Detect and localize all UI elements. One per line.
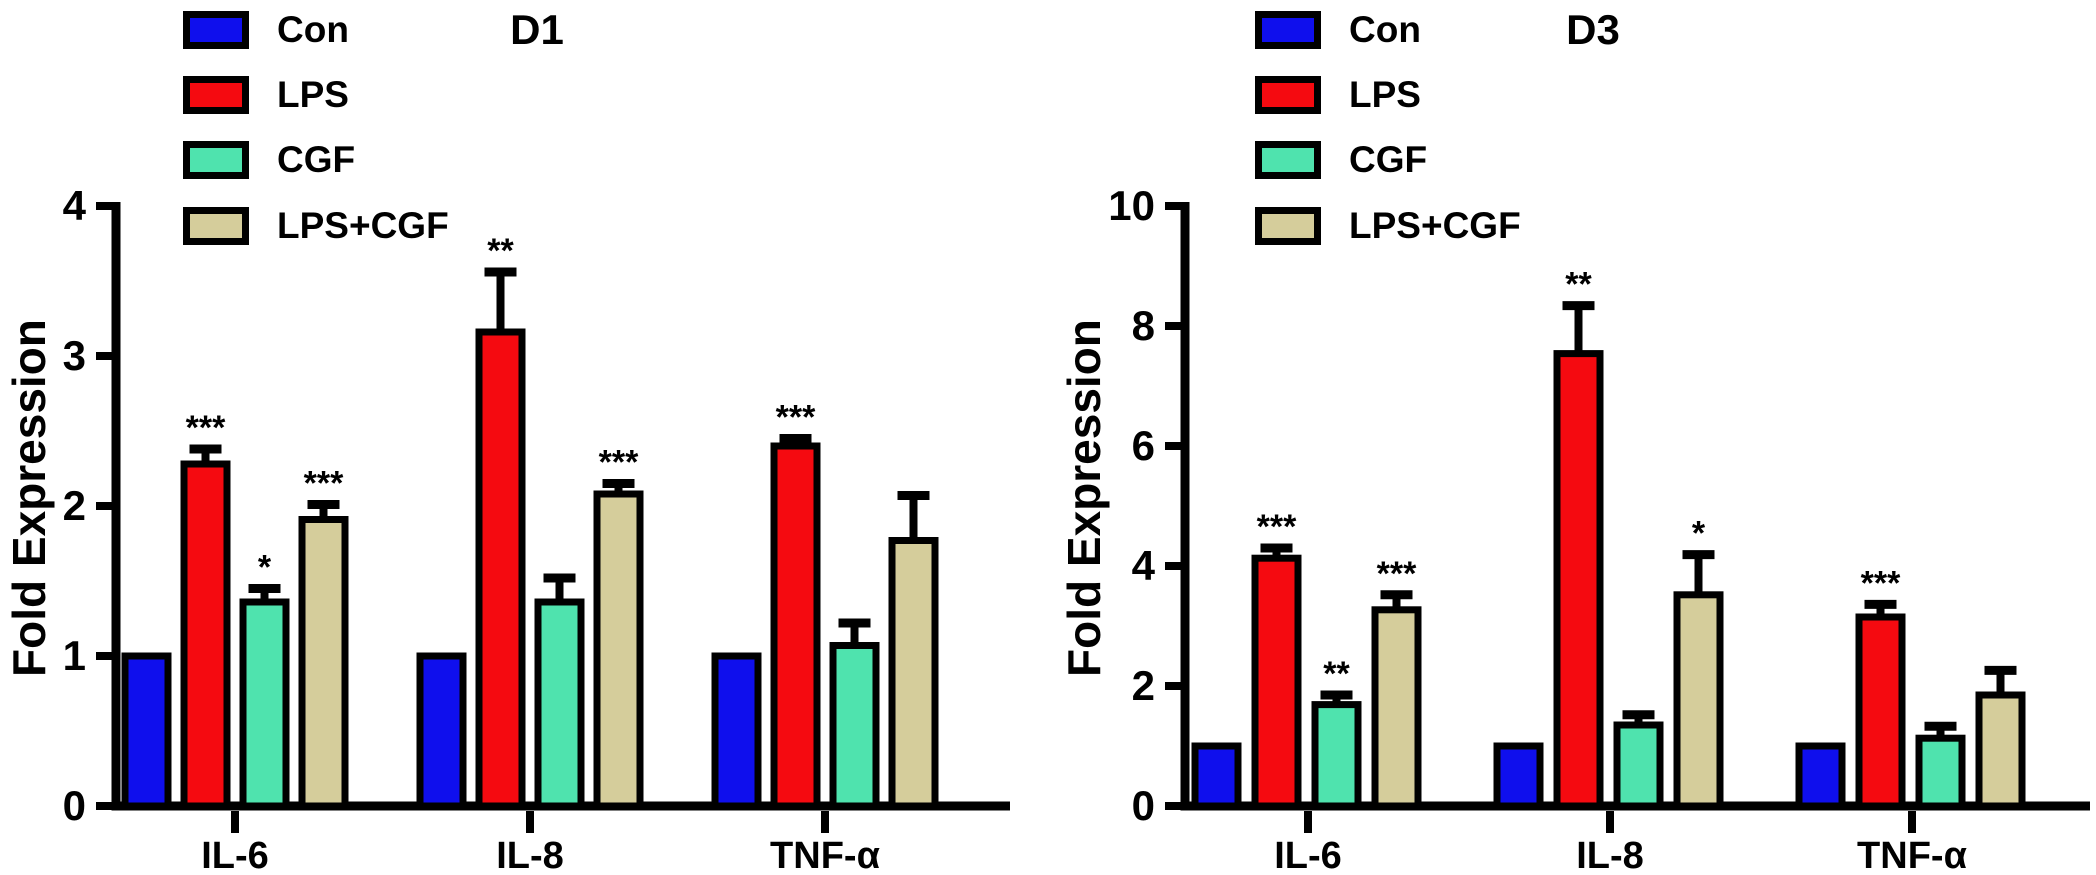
significance-label: *** xyxy=(776,399,816,437)
bar-lps-il-8 xyxy=(1553,350,1604,810)
legend-item-lps: LPS xyxy=(1255,74,1421,115)
category-label: TNF-α xyxy=(770,835,880,875)
y-tick-label: 0 xyxy=(63,782,86,829)
significance-label: ** xyxy=(1323,655,1350,693)
significance-label: *** xyxy=(1861,564,1901,602)
legend-swatch-con-icon xyxy=(1255,11,1321,49)
legend-item-cgf: CGF xyxy=(1255,139,1428,180)
legend-label-cgf: CGF xyxy=(277,139,356,180)
category-label: IL-6 xyxy=(201,835,269,875)
chart-title-d1: D1 xyxy=(510,6,564,53)
y-axis-label-d1: Fold Expression xyxy=(3,319,55,677)
legend-label-con: Con xyxy=(277,9,349,50)
bar-lps-il-6 xyxy=(1251,554,1302,810)
y-axis-label-d3: Fold Expression xyxy=(1058,319,1110,677)
bar-cgf-il-6 xyxy=(1311,701,1362,810)
legend-swatch-cgf-icon xyxy=(1255,141,1321,179)
bar-lps-tnf-α xyxy=(1855,613,1906,810)
legend-swatch-con-icon xyxy=(183,11,249,49)
bar-lps-il-6 xyxy=(180,460,231,810)
significance-label: *** xyxy=(304,465,344,503)
legend-swatch-cgf-icon xyxy=(183,141,249,179)
legend-item-cgf: CGF xyxy=(183,139,356,180)
y-tick-label: 4 xyxy=(63,182,87,229)
bar-lps-cgf-il-6 xyxy=(298,516,349,810)
legend-d3: Con LPS CGF LPS+CGF xyxy=(1255,9,1635,250)
legend-item-lps-cgf: LPS+CGF xyxy=(1255,205,1521,246)
y-tick-label: 10 xyxy=(1108,182,1155,229)
category-label: IL-8 xyxy=(1576,835,1644,875)
panel-d3: 0 2 4 6 8 10 IL-6 IL-8 TNF-α *** ** *** ** *** * D3 Fo… xyxy=(1048,0,2096,875)
bar-lps-tnf-α xyxy=(770,442,821,810)
y-tick-label: 1 xyxy=(63,632,86,679)
legend-swatch-lps-cgf-icon xyxy=(1255,207,1321,245)
y-tick-label: 6 xyxy=(1132,422,1155,469)
legend-label-lps-cgf: LPS+CGF xyxy=(277,205,449,246)
bar-con-il-8 xyxy=(416,652,467,810)
y-tick-label: 4 xyxy=(1132,542,1156,589)
legend-d1: Con LPS CGF LPS+CGF xyxy=(183,9,563,250)
significance-label: *** xyxy=(599,444,639,482)
bar-lps-cgf-il-8 xyxy=(593,490,644,810)
legend-swatch-lps-icon xyxy=(183,76,249,114)
bar-cgf-il-8 xyxy=(1613,721,1664,810)
bar-cgf-tnf-α xyxy=(1915,734,1966,810)
significance-label: * xyxy=(258,549,272,587)
category-label: IL-8 xyxy=(496,835,564,875)
legend-label-lps-cgf: LPS+CGF xyxy=(1349,205,1521,246)
bar-lps-cgf-tnf-α xyxy=(888,537,939,810)
legend-label-lps: LPS xyxy=(1349,74,1421,115)
axis-lines xyxy=(1180,202,2090,811)
legend-item-con: Con xyxy=(1255,9,1421,50)
significance-label: * xyxy=(1692,515,1706,553)
significance-label: *** xyxy=(186,409,226,447)
legend-item-lps-cgf: LPS+CGF xyxy=(183,205,449,246)
bar-lps-cgf-il-8 xyxy=(1673,591,1724,810)
significance-label: *** xyxy=(1377,555,1417,593)
y-tick-label: 0 xyxy=(1132,782,1155,829)
significance-label: *** xyxy=(1257,508,1297,546)
y-tick-label: 2 xyxy=(63,482,86,529)
legend-swatch-lps-cgf-icon xyxy=(183,207,249,245)
bar-con-tnf-α xyxy=(1795,742,1846,810)
legend-label-lps: LPS xyxy=(277,74,349,115)
chart-title-d3: D3 xyxy=(1566,6,1620,53)
bar-cgf-il-8 xyxy=(534,598,585,810)
panel-d1: 0 1 2 3 4 IL-6 IL-8 TNF-α *** ** *** * *** *** D1 Fol… xyxy=(3,6,1010,875)
bar-con-il-8 xyxy=(1493,742,1544,810)
legend-swatch-lps-icon xyxy=(1255,76,1321,114)
significance-label: ** xyxy=(1565,266,1592,304)
legend-label-con: Con xyxy=(1349,9,1421,50)
bar-lps-cgf-il-6 xyxy=(1371,606,1422,810)
bar-con-tnf-α xyxy=(711,652,762,810)
category-label: TNF-α xyxy=(1857,835,1967,875)
legend-item-con: Con xyxy=(183,9,349,50)
bar-lps-il-8 xyxy=(475,328,526,810)
legend-item-lps: LPS xyxy=(183,74,349,115)
legend-label-cgf: CGF xyxy=(1349,139,1428,180)
bar-cgf-il-6 xyxy=(239,598,290,810)
bar-cgf-tnf-α xyxy=(829,642,880,810)
bar-con-il-6 xyxy=(121,652,172,810)
y-tick-label: 3 xyxy=(63,332,86,379)
bar-con-il-6 xyxy=(1191,742,1242,810)
significance-label: ** xyxy=(487,232,514,270)
category-label: IL-6 xyxy=(1274,835,1342,875)
y-tick-label: 8 xyxy=(1132,302,1155,349)
y-tick-label: 2 xyxy=(1132,662,1155,709)
bar-lps-cgf-tnf-α xyxy=(1975,691,2026,810)
